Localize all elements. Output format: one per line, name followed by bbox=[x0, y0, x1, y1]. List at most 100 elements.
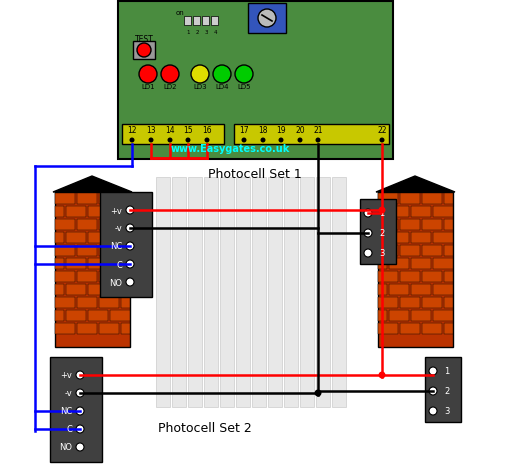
Bar bbox=[433, 207, 453, 218]
Bar bbox=[77, 219, 97, 230]
Bar bbox=[50, 357, 102, 462]
Bar bbox=[433, 258, 453, 269]
Bar bbox=[99, 298, 119, 308]
Bar bbox=[122, 125, 224, 145]
Bar bbox=[360, 199, 396, 265]
Bar bbox=[100, 193, 152, 298]
Bar bbox=[77, 323, 97, 334]
Circle shape bbox=[380, 138, 384, 143]
Circle shape bbox=[429, 407, 437, 415]
Bar bbox=[389, 258, 409, 269]
Circle shape bbox=[76, 371, 84, 379]
Bar bbox=[378, 207, 387, 218]
Text: 18: 18 bbox=[258, 126, 268, 135]
Bar bbox=[77, 298, 97, 308]
Text: 13: 13 bbox=[146, 126, 156, 135]
Bar bbox=[55, 284, 64, 296]
Bar bbox=[422, 271, 442, 282]
Text: 15: 15 bbox=[183, 126, 193, 135]
Bar bbox=[204, 178, 218, 407]
Circle shape bbox=[235, 66, 253, 84]
Bar bbox=[121, 323, 130, 334]
Bar bbox=[400, 194, 420, 205]
Text: 2: 2 bbox=[444, 387, 449, 396]
Bar bbox=[55, 310, 64, 321]
Bar bbox=[55, 323, 75, 334]
Bar bbox=[121, 246, 130, 257]
Text: 4: 4 bbox=[213, 30, 217, 35]
Bar bbox=[55, 258, 64, 269]
Bar bbox=[55, 207, 64, 218]
Bar bbox=[55, 232, 64, 244]
Circle shape bbox=[379, 207, 385, 214]
Bar bbox=[66, 258, 86, 269]
Bar bbox=[55, 246, 75, 257]
Text: 19: 19 bbox=[276, 126, 286, 135]
Text: +v: +v bbox=[110, 206, 122, 215]
Bar bbox=[248, 4, 286, 34]
Bar bbox=[300, 178, 314, 407]
Bar bbox=[133, 42, 155, 60]
Bar bbox=[433, 310, 453, 321]
Bar bbox=[444, 271, 453, 282]
Bar bbox=[55, 298, 75, 308]
Circle shape bbox=[161, 66, 179, 84]
Bar bbox=[220, 178, 234, 407]
Bar bbox=[444, 219, 453, 230]
Bar bbox=[444, 246, 453, 257]
Text: 1: 1 bbox=[379, 209, 385, 218]
Bar bbox=[268, 178, 282, 407]
Text: LD2: LD2 bbox=[163, 84, 177, 90]
Bar bbox=[378, 246, 398, 257]
Text: 3: 3 bbox=[444, 407, 449, 416]
Bar bbox=[389, 310, 409, 321]
Bar bbox=[425, 357, 461, 422]
Bar bbox=[433, 232, 453, 244]
Bar bbox=[444, 323, 453, 334]
Bar bbox=[66, 207, 86, 218]
Circle shape bbox=[429, 367, 437, 375]
Bar bbox=[400, 271, 420, 282]
Text: LD4: LD4 bbox=[215, 84, 229, 90]
Bar bbox=[236, 178, 250, 407]
Circle shape bbox=[76, 443, 84, 451]
Bar bbox=[77, 271, 97, 282]
Circle shape bbox=[126, 278, 134, 287]
Circle shape bbox=[364, 209, 372, 218]
Bar bbox=[110, 258, 130, 269]
Bar bbox=[400, 298, 420, 308]
Circle shape bbox=[126, 260, 134, 268]
Bar bbox=[99, 271, 119, 282]
Circle shape bbox=[379, 372, 385, 379]
Bar bbox=[188, 178, 202, 407]
Text: LD3: LD3 bbox=[193, 84, 207, 90]
Bar bbox=[378, 284, 387, 296]
Bar bbox=[99, 246, 119, 257]
Bar bbox=[99, 323, 119, 334]
Circle shape bbox=[205, 138, 210, 143]
Bar bbox=[193, 17, 200, 26]
Circle shape bbox=[241, 138, 246, 143]
Circle shape bbox=[137, 44, 151, 58]
Bar bbox=[389, 232, 409, 244]
Bar bbox=[411, 284, 431, 296]
Text: 3: 3 bbox=[204, 30, 208, 35]
Circle shape bbox=[139, 66, 157, 84]
Circle shape bbox=[213, 66, 231, 84]
Text: NO: NO bbox=[109, 278, 122, 287]
Bar bbox=[110, 284, 130, 296]
Bar bbox=[88, 207, 108, 218]
Bar bbox=[411, 310, 431, 321]
Bar bbox=[99, 219, 119, 230]
Bar bbox=[118, 2, 393, 159]
Bar bbox=[389, 284, 409, 296]
Bar bbox=[55, 193, 130, 347]
Bar bbox=[422, 219, 442, 230]
Circle shape bbox=[316, 138, 321, 143]
Circle shape bbox=[315, 390, 322, 397]
Circle shape bbox=[126, 225, 134, 232]
Bar bbox=[66, 310, 86, 321]
Text: www.Easygates.co.uk: www.Easygates.co.uk bbox=[171, 144, 290, 154]
Bar bbox=[121, 219, 130, 230]
Bar bbox=[121, 298, 130, 308]
